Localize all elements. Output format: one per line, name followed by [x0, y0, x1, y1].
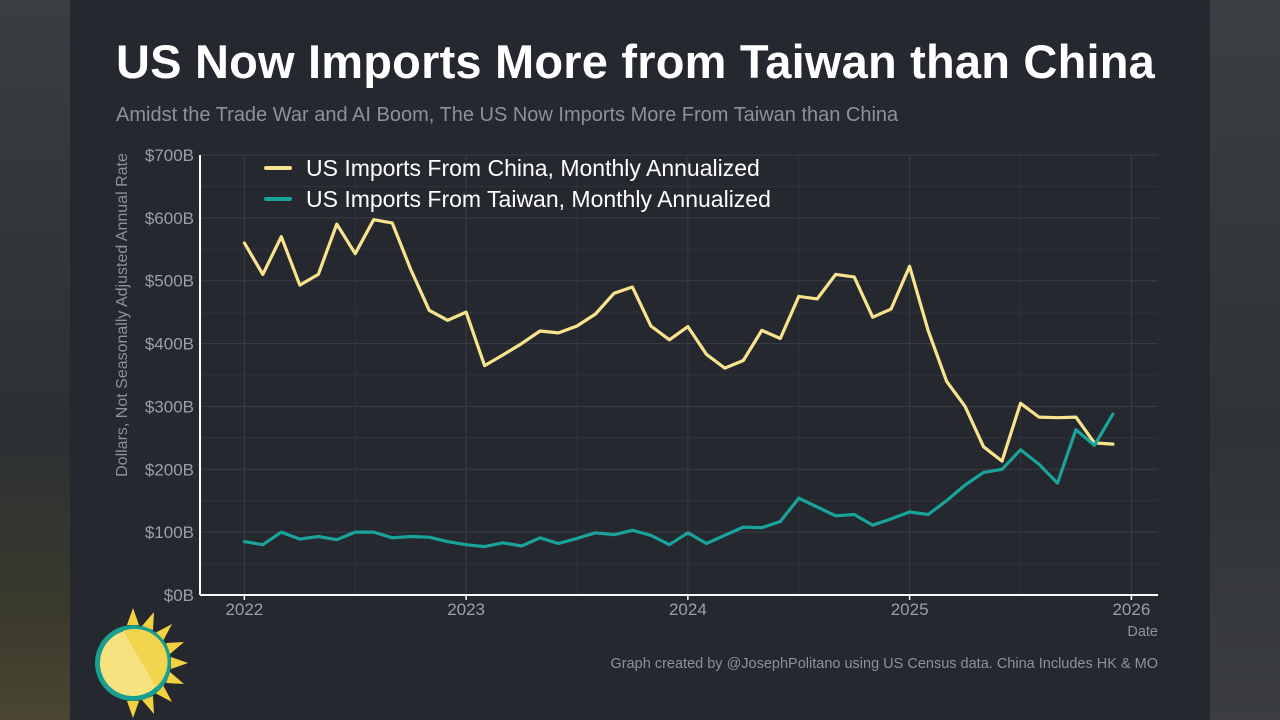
y-tick-label: $0B — [164, 586, 194, 605]
y-axis-label: Dollars, Not Seasonally Adjusted Annual … — [114, 153, 131, 477]
y-tick-label: $400B — [145, 335, 194, 354]
chart-title: US Now Imports More from Taiwan than Chi… — [116, 35, 1155, 88]
y-tick-label: $300B — [145, 397, 194, 416]
grid-lines — [200, 154, 1158, 596]
x-axis-label: Date — [1127, 624, 1158, 640]
taiwan-imports-line — [242, 412, 1115, 549]
x-tick-label: 2025 — [891, 600, 929, 619]
x-tick-label: 2022 — [225, 600, 263, 619]
y-tick-label: $200B — [145, 460, 194, 479]
sun-logo-icon — [95, 608, 188, 718]
chart-subtitle: Amidst the Trade War and AI Boom, The US… — [116, 104, 899, 126]
x-tick-label: 2023 — [447, 600, 485, 619]
chart-panel — [70, 0, 1210, 720]
series-lines — [242, 218, 1115, 549]
x-tick-label: 2024 — [669, 600, 707, 619]
china-imports-line — [242, 218, 1115, 463]
chart-axes — [199, 155, 1158, 596]
y-tick-label: $100B — [145, 523, 194, 542]
source-caption: Graph created by @JosephPolitano using U… — [611, 656, 1158, 672]
x-axis-ticks: 2022 2023 2024 2025 2026 — [225, 595, 1150, 619]
y-tick-label: $500B — [145, 272, 194, 291]
legend-label: US Imports From China, Monthly Annualize… — [306, 155, 760, 181]
legend: US Imports From China, Monthly Annualize… — [264, 155, 771, 212]
legend-label: US Imports From Taiwan, Monthly Annualiz… — [306, 186, 771, 212]
y-axis-ticks: $0B $100B $200B $300B $400B $500B $600B $700B — [145, 146, 194, 605]
left-background-edge — [0, 0, 70, 720]
right-background-edge — [1210, 0, 1280, 720]
y-tick-label: $600B — [145, 209, 194, 228]
y-tick-label: $700B — [145, 146, 194, 165]
x-tick-label: 2026 — [1112, 600, 1150, 619]
